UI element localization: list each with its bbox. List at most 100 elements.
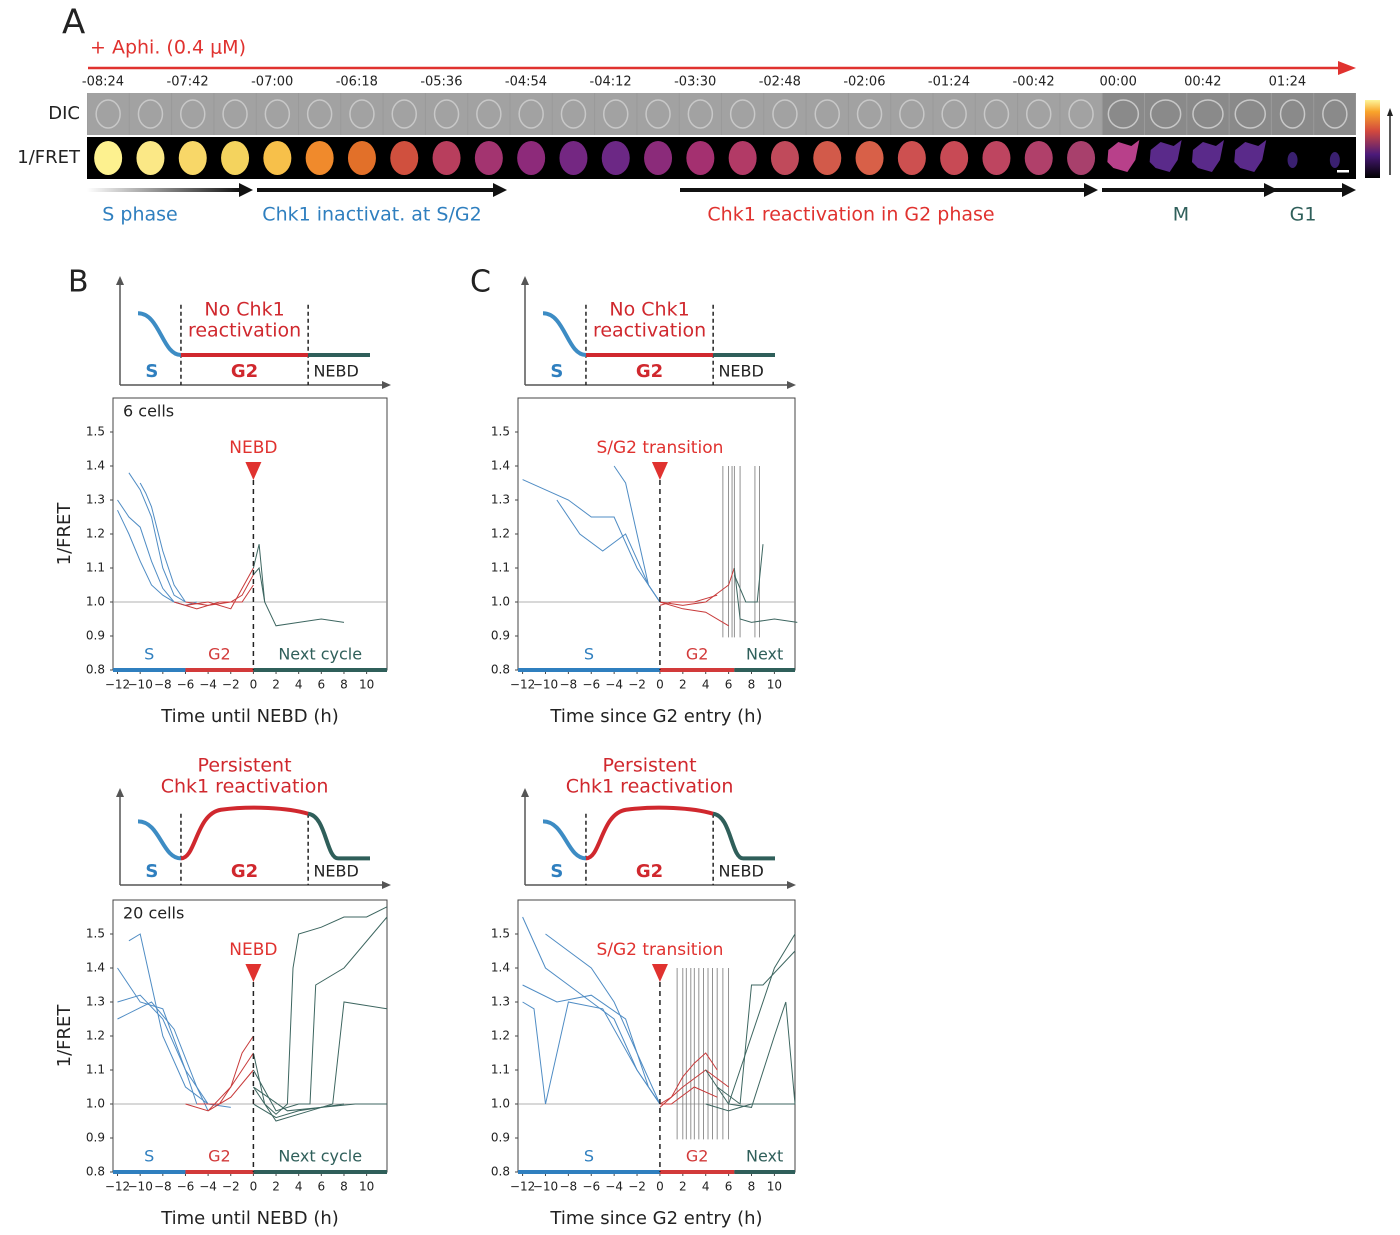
y-tick-label: 0.9 [86, 1131, 105, 1145]
x-tick-label: −2 [222, 1180, 240, 1194]
trace [139, 482, 186, 603]
x-tick-label: 8 [340, 1180, 348, 1194]
marker-arrowhead [245, 462, 262, 480]
y-tick-label: 1.5 [86, 927, 105, 941]
trace [173, 584, 254, 610]
dic-cell [433, 99, 460, 129]
dic-cell [687, 99, 714, 129]
schematic-next-curve [307, 811, 370, 861]
time-label: -01:24 [928, 75, 970, 90]
x-tick-label: −2 [628, 678, 646, 692]
x-tick-label: −2 [222, 678, 240, 692]
y-tick-label: 1.3 [491, 493, 510, 507]
trace [253, 1103, 345, 1119]
phase-label: S phase [102, 204, 177, 226]
y-tick-label: 0.9 [86, 629, 105, 643]
schematic-label: S [550, 861, 563, 882]
nucleus [1067, 141, 1096, 175]
trace [207, 1069, 254, 1112]
dic-cell [603, 99, 629, 129]
nucleus [644, 141, 673, 175]
x-tick-label: −10 [533, 1180, 558, 1194]
trace [252, 906, 388, 1115]
schematic-label: G2 [231, 361, 258, 382]
dic-cell [1026, 99, 1052, 129]
x-tick-label: 4 [702, 1180, 710, 1194]
nucleus [305, 141, 334, 175]
dic-cell [899, 99, 925, 129]
x-tick-label: 10 [767, 678, 782, 692]
trace [522, 479, 661, 603]
cell-count: 6 cells [123, 402, 174, 421]
time-label: -06:18 [336, 75, 378, 90]
x-tick-label: 4 [702, 678, 710, 692]
x-tick-label: 6 [725, 1180, 733, 1194]
y-tick-label: 1.1 [491, 1063, 510, 1077]
dic-cell [476, 99, 502, 129]
y-tick-label: 1.5 [86, 425, 105, 439]
x-tick-label: −12 [510, 1180, 535, 1194]
nucleus [982, 141, 1011, 175]
dic-cell [1279, 99, 1306, 129]
schematic-label: G2 [231, 861, 258, 882]
colorbar [1365, 100, 1380, 178]
y-tick-label: 1.3 [491, 995, 510, 1009]
arrowhead [521, 788, 529, 797]
y-tick-label: 1.3 [86, 995, 105, 1009]
dic-cell [518, 99, 544, 129]
marker-label: S/G2 transition [596, 438, 723, 458]
phase-label: Chk1 inactivat. at S/G2 [262, 204, 481, 226]
g1-nucleus [1329, 152, 1340, 168]
time-label: -00:42 [1013, 75, 1055, 90]
panel-label: A [62, 3, 85, 43]
x-tick-label: −10 [128, 678, 153, 692]
phase-bar-label: G2 [208, 645, 231, 664]
schematic-label: NEBD [718, 362, 763, 381]
x-tick-label: −10 [128, 1180, 153, 1194]
nucleus [770, 141, 799, 175]
dic-cell [222, 99, 248, 129]
marker-label: S/G2 transition [596, 940, 723, 960]
y-tick-label: 1.1 [86, 1063, 105, 1077]
schematic-title: Chk1 reactivation [566, 776, 734, 798]
arrowhead [1342, 183, 1356, 197]
time-label: -03:30 [674, 75, 716, 90]
x-tick-label: 8 [748, 678, 756, 692]
time-label: -07:42 [167, 75, 209, 90]
arrowhead [1084, 183, 1098, 197]
x-tick-label: −12 [510, 678, 535, 692]
x-tick-label: 10 [359, 678, 374, 692]
phase-bar-label: Next cycle [278, 645, 362, 664]
y-tick-label: 1.4 [491, 961, 510, 975]
arrowhead [382, 881, 391, 889]
x-tick-label: −4 [199, 1180, 217, 1194]
dic-cell [1234, 99, 1266, 129]
x-tick-label: 10 [767, 1180, 782, 1194]
trace [117, 994, 198, 1105]
trace [522, 1001, 661, 1105]
y-tick-label: 0.9 [491, 1131, 510, 1145]
nucleus [136, 141, 165, 175]
nucleus [940, 141, 969, 175]
x-axis-label: Time until NEBD (h) [160, 1208, 339, 1229]
nucleus [813, 141, 842, 175]
schematic-s-curve [137, 819, 182, 861]
x-tick-label: −10 [533, 678, 558, 692]
trace [613, 465, 661, 603]
phase-bar-label: Next [746, 645, 783, 664]
y-tick-label: 1.5 [491, 927, 510, 941]
marker-label: NEBD [229, 940, 277, 960]
nucleus [855, 141, 884, 175]
phase-arrow [257, 188, 495, 192]
x-tick-label: −6 [582, 678, 600, 692]
dic-cell [349, 99, 375, 129]
marker-arrowhead [651, 462, 668, 480]
x-tick-label: −6 [177, 678, 195, 692]
x-tick-label: −8 [154, 1180, 172, 1194]
phase-bar-label: G2 [686, 645, 709, 664]
trace [196, 1052, 254, 1105]
trace [716, 950, 796, 1105]
fret-strip [87, 137, 1356, 179]
trace [128, 472, 186, 603]
trace [252, 1001, 388, 1122]
